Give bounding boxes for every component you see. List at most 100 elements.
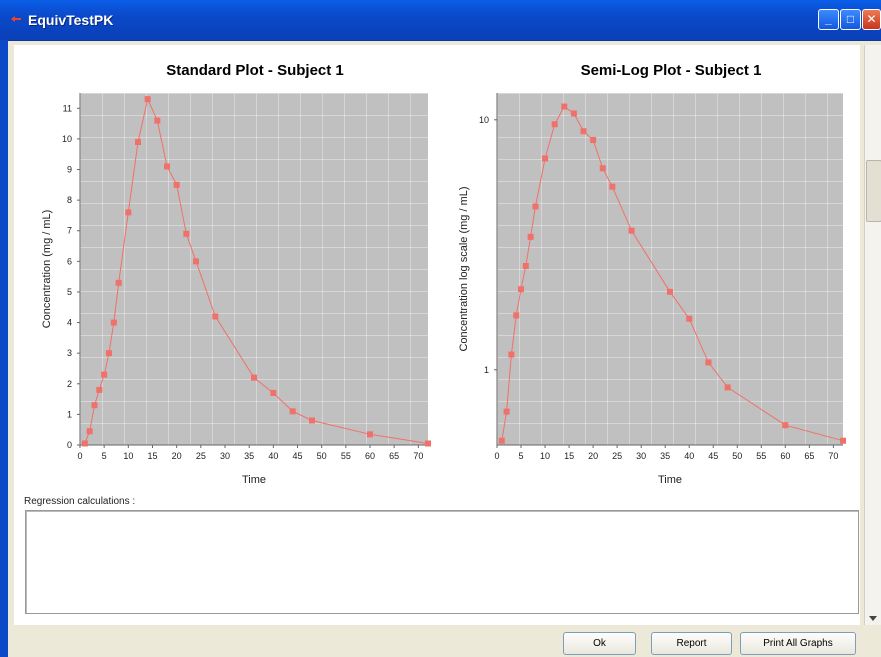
- y-tick-label: 0: [67, 440, 72, 450]
- ok-button[interactable]: Ok: [563, 632, 636, 655]
- data-point: [289, 408, 296, 415]
- data-point: [81, 440, 88, 447]
- y-axis-label: Concentration log scale (mg / mL): [458, 186, 470, 351]
- x-tick-label: 5: [519, 451, 524, 461]
- x-tick-label: 20: [588, 451, 598, 461]
- data-point: [367, 431, 373, 438]
- data-point: [580, 128, 587, 135]
- data-point: [508, 351, 515, 358]
- data-point: [532, 203, 539, 210]
- data-point: [590, 137, 597, 144]
- data-point: [115, 279, 122, 286]
- data-point: [724, 384, 731, 391]
- x-tick-label: 40: [268, 451, 278, 461]
- y-tick-label: 5: [67, 287, 72, 297]
- data-point: [498, 437, 505, 444]
- y-tick-label: 11: [63, 103, 72, 113]
- data-point: [840, 437, 846, 444]
- data-point: [561, 103, 568, 110]
- data-point: [686, 315, 693, 322]
- chart-title-standard: Standard Plot - Subject 1: [166, 62, 344, 79]
- data-point: [503, 408, 510, 415]
- x-tick-label: 15: [147, 451, 157, 461]
- data-point: [101, 371, 108, 378]
- app-icon: [11, 16, 21, 22]
- data-point: [542, 155, 549, 162]
- x-tick-label: 45: [292, 451, 302, 461]
- y-tick-label: 6: [67, 256, 72, 266]
- title-bar[interactable]: EquivTestPK _ □ ✕: [0, 0, 881, 41]
- data-point: [609, 183, 616, 190]
- x-tick-label: 15: [564, 451, 574, 461]
- x-tick-label: 25: [196, 451, 206, 461]
- chart-title-semilog: Semi-Log Plot - Subject 1: [580, 62, 762, 79]
- data-point: [110, 319, 117, 326]
- report-button[interactable]: Report: [651, 632, 732, 655]
- data-point: [551, 121, 558, 128]
- y-tick-label: 9: [67, 165, 72, 175]
- regression-label: Regression calculations :: [24, 496, 136, 507]
- semilog-plot-area: [497, 93, 843, 445]
- data-point: [144, 96, 151, 103]
- data-point: [667, 288, 673, 295]
- x-tick-label: 5: [102, 451, 107, 461]
- data-point: [164, 163, 170, 170]
- data-point: [527, 233, 534, 240]
- x-tick-label: 20: [172, 451, 182, 461]
- data-point: [212, 313, 219, 320]
- data-point: [270, 389, 277, 396]
- minimize-icon[interactable]: _: [818, 9, 839, 30]
- regression-text-area[interactable]: [25, 510, 859, 614]
- x-tick-label: 60: [780, 451, 790, 461]
- vertical-scrollbar[interactable]: [864, 45, 881, 625]
- x-tick-label: 40: [684, 451, 694, 461]
- data-point: [86, 428, 93, 435]
- data-point: [782, 422, 789, 429]
- x-tick-label: 65: [389, 451, 399, 461]
- y-tick-label: 8: [67, 195, 72, 205]
- data-point: [125, 209, 132, 216]
- data-point: [251, 374, 257, 381]
- x-tick-label: 60: [365, 451, 375, 461]
- x-tick-label: 70: [828, 451, 838, 461]
- x-tick-label: 55: [756, 451, 766, 461]
- data-point: [599, 165, 606, 172]
- x-tick-label: 50: [732, 451, 742, 461]
- data-point: [154, 117, 161, 124]
- y-axis-label: Concentration (mg / mL): [41, 210, 53, 329]
- y-tick-label: 2: [67, 379, 72, 389]
- maximize-icon[interactable]: □: [840, 9, 861, 30]
- y-tick-label: 1: [67, 409, 72, 419]
- y-tick-label: 1: [484, 365, 489, 375]
- data-point: [518, 286, 525, 293]
- data-point: [705, 359, 712, 366]
- x-tick-label: 35: [660, 451, 670, 461]
- x-tick-label: 30: [636, 451, 646, 461]
- scrollbar-thumb[interactable]: [866, 160, 881, 222]
- y-tick-label: 4: [67, 318, 72, 328]
- print-all-graphs-button[interactable]: Print All Graphs: [740, 632, 856, 655]
- data-point: [173, 181, 180, 188]
- data-point: [570, 110, 577, 117]
- x-tick-label: 0: [494, 451, 499, 461]
- data-point: [522, 263, 529, 270]
- data-point: [628, 227, 635, 234]
- x-tick-label: 0: [77, 451, 82, 461]
- window-title: EquivTestPK: [28, 12, 114, 28]
- x-tick-label: 65: [804, 451, 814, 461]
- y-tick-label: 10: [62, 134, 72, 144]
- x-tick-label: 70: [413, 451, 423, 461]
- y-tick-label: 10: [479, 115, 489, 125]
- data-point: [193, 258, 199, 265]
- data-point: [513, 312, 520, 319]
- x-tick-label: 50: [317, 451, 327, 461]
- data-point: [91, 402, 98, 409]
- x-axis-label: Time: [242, 474, 266, 486]
- x-tick-label: 35: [244, 451, 254, 461]
- scroll-down-icon[interactable]: [869, 616, 877, 621]
- x-tick-label: 25: [612, 451, 622, 461]
- data-point: [135, 138, 141, 145]
